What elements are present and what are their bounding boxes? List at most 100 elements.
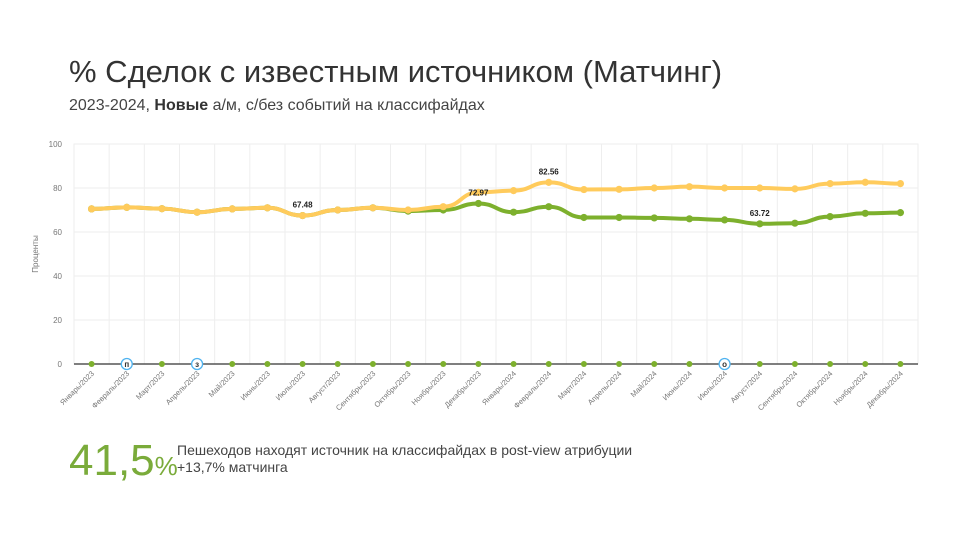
data-point	[615, 185, 623, 193]
y-tick-label: 100	[49, 140, 63, 149]
event-marker-label: з	[195, 360, 199, 369]
data-point	[685, 215, 694, 223]
data-point	[509, 187, 518, 195]
data-point	[720, 184, 729, 192]
data-point	[123, 203, 131, 211]
x-tick-label: Май/2023	[207, 369, 237, 399]
data-point	[861, 178, 869, 186]
x-tick-label: Август/2024	[729, 369, 765, 405]
data-point	[826, 213, 834, 221]
data-point	[299, 361, 306, 367]
x-tick-label: Ноябрь/2023	[410, 369, 448, 407]
data-point	[88, 361, 95, 367]
x-tick-label: Ноябрь/2024	[832, 369, 870, 407]
data-point	[756, 220, 764, 228]
data-point	[229, 361, 236, 367]
data-point	[615, 213, 623, 222]
data-point	[158, 205, 166, 213]
data-point	[475, 361, 482, 367]
data-point	[686, 361, 693, 367]
data-point	[650, 184, 658, 192]
x-tick-label: Декабрь/2024	[865, 369, 905, 409]
data-point	[756, 184, 764, 192]
x-tick-label: Февраль/2023	[90, 369, 131, 410]
data-point	[404, 206, 412, 214]
y-tick-label: 0	[58, 360, 63, 369]
x-tick-label: Октябрь/2023	[372, 369, 412, 409]
data-point	[509, 208, 518, 216]
x-tick-label: Октябрь/2024	[794, 369, 834, 409]
subtitle-bold: Новые	[154, 97, 209, 114]
data-point	[298, 211, 307, 220]
y-tick-label: 80	[53, 184, 62, 193]
x-tick-label: Февраль/2024	[512, 369, 553, 410]
data-point	[580, 185, 588, 194]
x-tick-label: Март/2023	[134, 369, 166, 401]
big-metric-value: 41,5	[69, 436, 155, 485]
page-subtitle: 2023-2024, Новые а/м, с/без событий на к…	[69, 97, 485, 115]
data-point	[545, 203, 553, 211]
big-metric-unit: %	[154, 451, 178, 481]
data-point	[334, 361, 341, 367]
x-tick-label: Март/2024	[556, 369, 588, 401]
data-point	[791, 185, 799, 193]
data-point	[158, 361, 165, 367]
x-tick-label: Август/2023	[307, 369, 343, 405]
data-point	[440, 361, 447, 367]
subtitle-years: 2023-2024,	[69, 97, 155, 114]
x-tick-label: Июнь/2023	[239, 369, 272, 402]
data-point	[861, 209, 869, 217]
x-tick-label: Апрель/2024	[586, 369, 624, 407]
x-tick-label: Январь/2023	[58, 369, 96, 407]
data-point	[474, 199, 483, 208]
x-tick-label: Январь/2024	[480, 369, 518, 407]
data-point	[369, 204, 377, 212]
data-label: 63.72	[750, 209, 771, 218]
data-point	[826, 180, 834, 188]
x-tick-label: Июль/2023	[274, 369, 307, 402]
y-tick-label: 20	[53, 316, 62, 325]
metric-note-line1: Пешеходов находят источник на классифайд…	[177, 442, 633, 458]
event-marker	[120, 357, 133, 371]
data-point	[545, 178, 553, 186]
data-label: 82.56	[539, 167, 560, 176]
data-point	[193, 208, 201, 216]
metric-note: Пешеходов находят источник на классифайд…	[177, 442, 632, 476]
data-point	[264, 361, 271, 367]
x-tick-label: Май/2024	[629, 369, 659, 399]
data-point	[580, 361, 587, 367]
data-point	[369, 361, 376, 367]
data-point	[334, 206, 342, 214]
data-point	[896, 209, 905, 217]
data-point	[720, 216, 729, 224]
data-point	[405, 361, 412, 367]
line-chart: 0 20 40 60 80 100 Проценты 67.48 72.97 82.56 63.72…	[31, 140, 919, 412]
event-marker-label: о	[722, 360, 727, 369]
subtitle-rest: а/м, с/без событий на классифайдах	[208, 97, 485, 114]
x-tick-label: Декабрь/2023	[443, 369, 483, 409]
data-point	[650, 214, 658, 222]
metric-note-line2: +13,7% матчинга	[177, 459, 288, 475]
x-tick-label: Июль/2024	[696, 369, 729, 402]
data-point	[228, 205, 236, 213]
big-metric: 41,5%	[69, 436, 178, 486]
page-title: % Сделок с известным источником (Матчинг…	[69, 54, 723, 89]
series-line-1	[91, 180, 901, 218]
event-marker	[190, 357, 204, 371]
data-point	[791, 361, 798, 367]
data-point	[87, 205, 96, 213]
data-point	[827, 361, 834, 367]
y-tick-label: 60	[53, 228, 62, 237]
data-point	[685, 183, 694, 191]
data-point	[896, 180, 905, 188]
data-point	[580, 213, 588, 222]
data-point	[791, 219, 799, 227]
data-point	[616, 361, 623, 367]
x-tick-label: Апрель/2023	[164, 369, 202, 407]
event-marker	[718, 357, 731, 371]
data-point	[651, 361, 658, 367]
data-point	[474, 188, 483, 196]
data-point	[263, 204, 272, 212]
data-point	[439, 203, 447, 211]
data-point	[897, 361, 904, 367]
